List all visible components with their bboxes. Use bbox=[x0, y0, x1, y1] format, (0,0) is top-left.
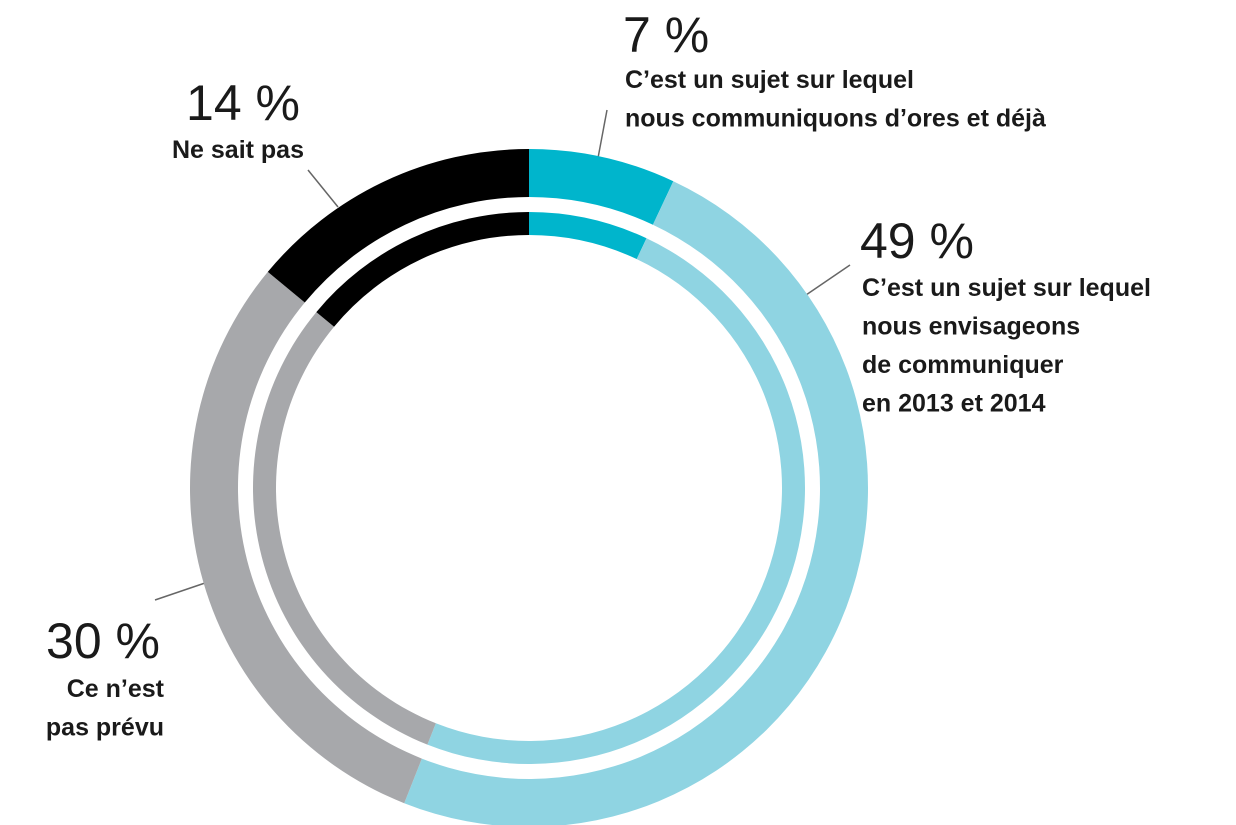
donut-segment bbox=[529, 149, 674, 225]
category-label: nous communiquons d’ores et déjà bbox=[625, 105, 1046, 133]
donut-segment bbox=[267, 149, 529, 303]
category-label: en 2013 et 2014 bbox=[862, 390, 1046, 418]
category-label: C’est un sujet sur lequel bbox=[862, 274, 1151, 302]
leader-line bbox=[597, 109, 608, 159]
donut-segment bbox=[190, 271, 422, 804]
value-label: 49 % bbox=[860, 213, 974, 269]
inner-segment bbox=[316, 212, 529, 327]
category-label: Ce n’est bbox=[67, 675, 165, 703]
inner-segment bbox=[529, 212, 647, 260]
category-label: pas prévu bbox=[46, 714, 164, 742]
category-label: Ne sait pas bbox=[172, 136, 304, 164]
leader-line bbox=[154, 582, 206, 601]
leader-line bbox=[805, 264, 851, 296]
value-label: 14 % bbox=[186, 75, 300, 131]
inner-segment bbox=[252, 312, 436, 745]
value-label: 7 % bbox=[623, 7, 709, 63]
category-label: de communiquer bbox=[862, 351, 1064, 379]
value-label: 30 % bbox=[46, 613, 160, 669]
category-label: nous envisageons bbox=[862, 313, 1080, 341]
category-label: C’est un sujet sur lequel bbox=[625, 66, 914, 94]
leader-line bbox=[307, 169, 339, 208]
